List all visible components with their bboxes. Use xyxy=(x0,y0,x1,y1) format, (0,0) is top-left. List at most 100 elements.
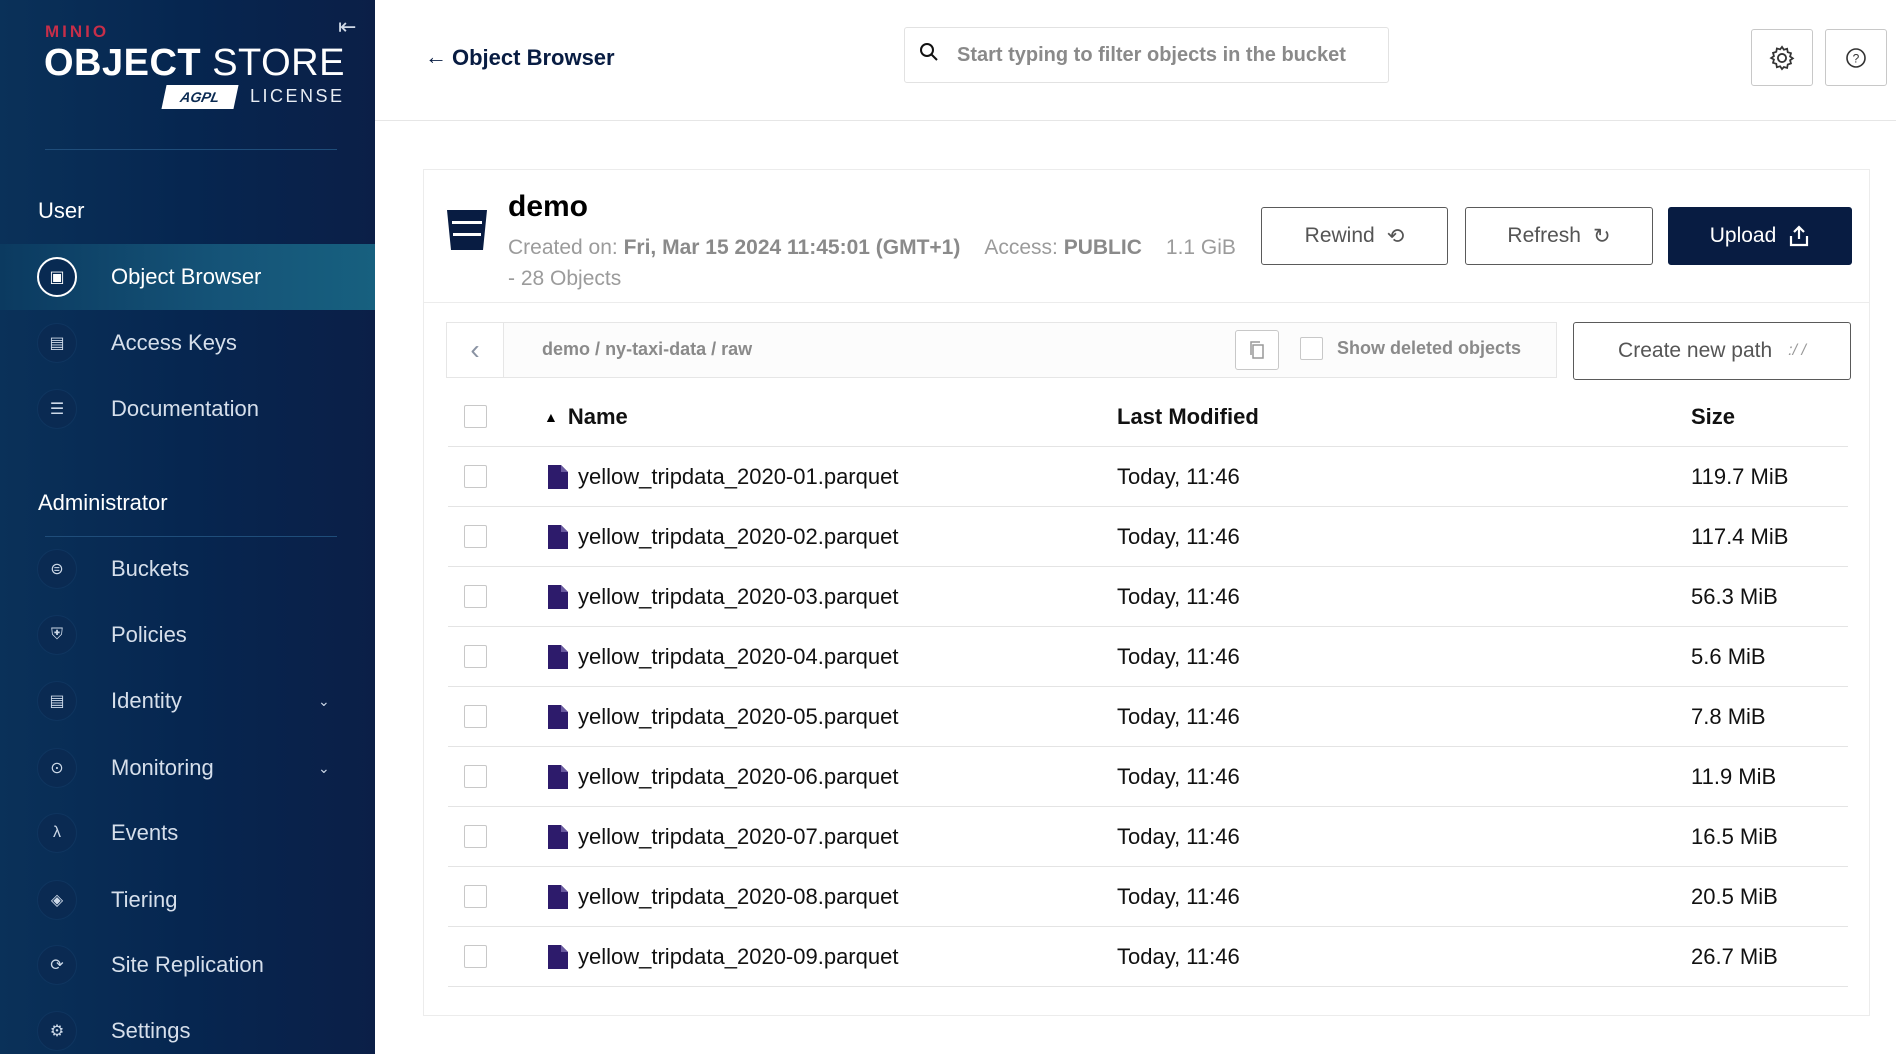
rewind-button[interactable]: Rewind ⟲ xyxy=(1261,207,1448,265)
object-name[interactable]: yellow_tripdata_2020-01.parquet xyxy=(578,464,899,489)
row-checkbox[interactable] xyxy=(464,765,487,788)
create-new-path-button[interactable]: Create new path:/ / xyxy=(1573,322,1851,380)
object-size: 16.5 MiB xyxy=(1691,824,1778,849)
object-name[interactable]: yellow_tripdata_2020-09.parquet xyxy=(578,944,899,969)
object-size: 5.6 MiB xyxy=(1691,644,1766,669)
table-row[interactable]: yellow_tripdata_2020-08.parquet Today, 1… xyxy=(448,867,1848,927)
table-row[interactable]: yellow_tripdata_2020-01.parquet Today, 1… xyxy=(448,447,1848,507)
sidebar-item-documentation[interactable]: ☰ Documentation xyxy=(0,376,375,442)
table-row[interactable]: yellow_tripdata_2020-09.parquet Today, 1… xyxy=(448,927,1848,987)
monitoring-icon: ⊙ xyxy=(37,748,77,788)
breadcrumb-item[interactable]: raw xyxy=(721,339,753,359)
row-checkbox[interactable] xyxy=(464,885,487,908)
last-modified: Today, 11:46 xyxy=(1117,464,1240,489)
object-name[interactable]: yellow_tripdata_2020-05.parquet xyxy=(578,704,899,729)
object-name[interactable]: yellow_tripdata_2020-06.parquet xyxy=(578,764,899,789)
help-circle-icon: ? xyxy=(1846,47,1866,68)
column-size[interactable]: Size xyxy=(1691,404,1736,429)
object-browser-icon: ▣ xyxy=(37,257,77,297)
table-row[interactable]: yellow_tripdata_2020-06.parquet Today, 1… xyxy=(448,747,1848,807)
sidebar-item-buckets[interactable]: ⊜ Buckets xyxy=(0,536,375,602)
logo: MINIO xyxy=(45,22,110,41)
file-icon xyxy=(548,945,568,969)
sidebar-item-tiering[interactable]: ◈ Tiering xyxy=(0,867,375,933)
sidebar: ⇤ MINIO OBJECT STORE AGPL LICENSE User ▣… xyxy=(0,0,375,1054)
page-title: Object Browser xyxy=(452,45,615,70)
column-name[interactable]: ▲ Name xyxy=(544,404,628,429)
row-checkbox[interactable] xyxy=(464,585,487,608)
copy-path-button[interactable] xyxy=(1235,330,1279,370)
sidebar-item-monitoring[interactable]: ⊙ Monitoring ⌄ xyxy=(0,735,375,801)
identity-icon: ▤ xyxy=(37,681,77,721)
table-row[interactable]: yellow_tripdata_2020-07.parquet Today, 1… xyxy=(448,807,1848,867)
sidebar-item-label: Access Keys xyxy=(111,330,237,355)
breadcrumb-bar: ‹ demo / ny-taxi-data / raw Show deleted… xyxy=(446,322,1557,378)
divider xyxy=(45,536,337,537)
sidebar-item-access-keys[interactable]: ▤ Access Keys xyxy=(0,310,375,376)
last-modified: Today, 11:46 xyxy=(1117,764,1240,789)
object-name[interactable]: yellow_tripdata_2020-08.parquet xyxy=(578,884,899,909)
row-checkbox[interactable] xyxy=(464,465,487,488)
object-size: 56.3 MiB xyxy=(1691,584,1778,609)
table-row[interactable]: yellow_tripdata_2020-04.parquet Today, 1… xyxy=(448,627,1848,687)
object-name[interactable]: yellow_tripdata_2020-04.parquet xyxy=(578,644,899,669)
help-button[interactable]: ? xyxy=(1825,29,1887,86)
sidebar-item-object-browser[interactable]: ▣ Object Browser xyxy=(0,244,375,310)
last-modified: Today, 11:46 xyxy=(1117,524,1240,549)
table-row[interactable]: yellow_tripdata_2020-05.parquet Today, 1… xyxy=(448,687,1848,747)
row-checkbox[interactable] xyxy=(464,645,487,668)
settings-gear-icon: ⚙ xyxy=(37,1011,77,1051)
row-checkbox[interactable] xyxy=(464,705,487,728)
file-icon xyxy=(548,705,568,729)
upload-icon xyxy=(1790,225,1809,247)
sidebar-item-settings[interactable]: ⚙ Settings xyxy=(0,998,375,1054)
sidebar-item-events[interactable]: λ Events xyxy=(0,800,375,866)
last-modified: Today, 11:46 xyxy=(1117,704,1240,729)
upload-button[interactable]: Upload xyxy=(1668,207,1852,265)
svg-text:?: ? xyxy=(1853,51,1860,65)
show-deleted-toggle[interactable]: Show deleted objects xyxy=(1300,337,1521,360)
top-header: ← Object Browser ? xyxy=(375,0,1896,121)
chevron-left-icon[interactable]: ‹ xyxy=(447,323,504,377)
object-name[interactable]: yellow_tripdata_2020-03.parquet xyxy=(578,584,899,609)
arrow-left-icon[interactable]: ← xyxy=(425,44,447,69)
collapse-left-icon[interactable]: ⇤ xyxy=(338,14,357,39)
object-name[interactable]: yellow_tripdata_2020-07.parquet xyxy=(578,824,899,849)
new-path-icon: :/ / xyxy=(1788,342,1806,359)
bucket-panel: demo Created on: Fri, Mar 15 2024 11:45:… xyxy=(423,169,1870,1016)
table-row[interactable]: yellow_tripdata_2020-03.parquet Today, 1… xyxy=(448,567,1848,627)
breadcrumb-item[interactable]: ny-taxi-data xyxy=(605,339,707,359)
last-modified: Today, 11:46 xyxy=(1117,824,1240,849)
table-row[interactable]: yellow_tripdata_2020-02.parquet Today, 1… xyxy=(448,507,1848,567)
settings-button[interactable] xyxy=(1751,29,1813,86)
sidebar-item-label: Monitoring xyxy=(111,755,214,780)
file-icon xyxy=(548,585,568,609)
divider xyxy=(45,149,337,150)
sidebar-item-policies[interactable]: ⛨ Policies xyxy=(0,602,375,668)
gear-icon xyxy=(1769,44,1795,71)
sidebar-item-label: Object Browser xyxy=(111,264,262,289)
bucket-icon xyxy=(447,210,487,250)
object-size: 20.5 MiB xyxy=(1691,884,1778,909)
breadcrumb-item[interactable]: demo xyxy=(542,339,591,359)
row-checkbox[interactable] xyxy=(464,945,487,968)
select-all-checkbox[interactable] xyxy=(464,405,487,428)
object-name[interactable]: yellow_tripdata_2020-02.parquet xyxy=(578,524,899,549)
chevron-down-icon[interactable]: ⌄ xyxy=(318,692,330,709)
row-checkbox[interactable] xyxy=(464,825,487,848)
refresh-icon: ↻ xyxy=(1592,224,1611,248)
last-modified: Today, 11:46 xyxy=(1117,884,1240,909)
divider xyxy=(424,302,1869,303)
file-icon xyxy=(548,765,568,789)
chevron-down-icon[interactable]: ⌄ xyxy=(318,759,330,776)
sidebar-item-site-replication[interactable]: ⟳ Site Replication xyxy=(0,932,375,998)
search-input[interactable] xyxy=(957,38,1377,72)
last-modified: Today, 11:46 xyxy=(1117,644,1240,669)
file-icon xyxy=(548,645,568,669)
refresh-button[interactable]: Refresh ↻ xyxy=(1465,207,1653,265)
show-deleted-checkbox[interactable] xyxy=(1300,337,1323,360)
breadcrumb: demo / ny-taxi-data / raw xyxy=(542,339,753,359)
sidebar-item-identity[interactable]: ▤ Identity ⌄ xyxy=(0,668,375,734)
row-checkbox[interactable] xyxy=(464,525,487,548)
column-last-modified[interactable]: Last Modified xyxy=(1117,404,1259,429)
